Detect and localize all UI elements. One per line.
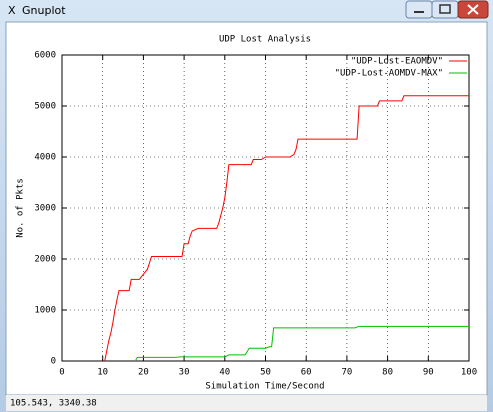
x-tick-label: 20 [138, 368, 149, 378]
x-tick-label: 0 [59, 368, 64, 378]
y-tick-label: 0 [51, 357, 56, 367]
y-tick-label: 3000 [34, 204, 56, 214]
maximize-button[interactable] [431, 0, 459, 19]
status-bar [6, 395, 487, 411]
minimize-button[interactable] [405, 0, 433, 19]
y-tick-label: 1000 [34, 306, 56, 316]
x-tick-label: 70 [341, 368, 352, 378]
window-icon: X [8, 4, 16, 17]
x-tick-label: 50 [260, 368, 271, 378]
status-text: 105.543, 3340.38 [10, 399, 97, 409]
legend-label: "UDP-Lost-EAOMDV" [351, 57, 443, 67]
x-tick-label: 90 [423, 368, 434, 378]
close-icon [467, 4, 479, 15]
x-tick-label: 100 [461, 368, 477, 378]
x-tick-label: 40 [219, 368, 230, 378]
maximize-icon [439, 4, 451, 14]
y-tick-label: 6000 [34, 51, 56, 61]
y-tick-label: 4000 [34, 153, 56, 163]
plot-border [61, 54, 470, 362]
window-title: Gnuplot [22, 4, 66, 17]
data-line [134, 325, 469, 362]
x-tick-label: 60 [301, 368, 312, 378]
data-line [104, 95, 469, 362]
legend-label: "UDP-Lost-AOMDV-MAX" [335, 69, 443, 79]
chart-title: UDP Lost Analysis [219, 35, 311, 45]
plot: 0 1000 2000 3000 4000 5000 6000 0 10 20 30 40 50 60 70… [34, 51, 477, 378]
y-tick-label: 2000 [34, 255, 56, 265]
y-tick-label: 5000 [34, 102, 56, 112]
x-tick-label: 30 [179, 368, 190, 378]
x-tick-label: 80 [382, 368, 393, 378]
plot-canvas [5, 21, 488, 396]
x-tick-label: 10 [97, 368, 108, 378]
x-axis-label: Simulation Time/Second [205, 382, 324, 392]
y-axis-label: No. of Pkts [16, 178, 26, 238]
